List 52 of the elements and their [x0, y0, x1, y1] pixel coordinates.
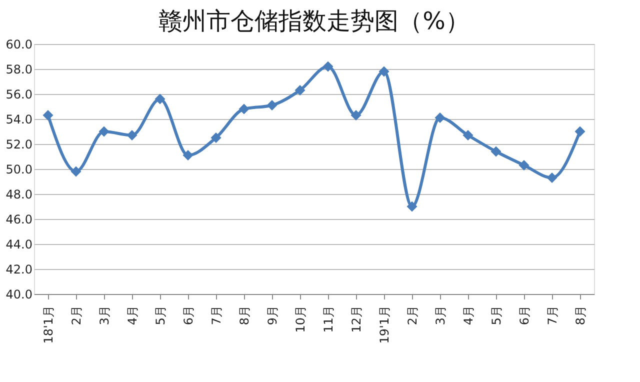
x-tick-label: 3月 [98, 306, 112, 326]
x-tick-label: 10月 [294, 306, 308, 333]
point [70, 166, 82, 177]
point [126, 130, 138, 140]
y-tick-label: 48.0 [6, 188, 32, 202]
x-tick-label: 9月 [266, 306, 280, 326]
x-tick-label: 7月 [546, 306, 560, 326]
x-tick-label: 4月 [126, 306, 140, 326]
point [266, 100, 278, 110]
x-tick-label: 7月 [210, 306, 224, 326]
point [294, 85, 306, 96]
y-tick-label: 52.0 [6, 138, 32, 152]
x-tick-label: 12月 [350, 306, 364, 333]
x-tick-label: 3月 [434, 306, 448, 326]
point [518, 160, 530, 170]
y-tick-label: 60.0 [6, 38, 32, 52]
point [350, 110, 362, 120]
x-tick-label: 4月 [462, 306, 476, 326]
point [574, 126, 586, 137]
point [238, 104, 250, 114]
y-tick-label: 54.0 [6, 112, 32, 126]
point [182, 150, 194, 160]
y-tick-label: 42.0 [6, 262, 32, 276]
x-tick-label: 8月 [574, 306, 588, 326]
x-tick-label: 19'1月 [378, 306, 392, 344]
x-tick-label: 5月 [154, 306, 168, 326]
y-tick-label: 46.0 [6, 212, 32, 226]
point [406, 201, 418, 212]
point [154, 94, 166, 104]
point [490, 146, 502, 157]
x-tick-label: 8月 [238, 306, 252, 326]
y-tick-label: 44.0 [6, 238, 32, 252]
chart-title: 赣州市仓储指数走势图（%） [158, 7, 470, 35]
point [98, 126, 110, 137]
point [434, 112, 446, 123]
y-tick-label: 56.0 [6, 88, 32, 102]
x-tick-label: 5月 [490, 306, 504, 326]
x-tick-label: 6月 [182, 306, 196, 326]
x-tick-label: 18'1月 [42, 306, 56, 344]
x-tick-label: 6月 [518, 306, 532, 326]
point [378, 66, 390, 77]
y-tick-label: 50.0 [6, 162, 32, 176]
x-tick-label: 2月 [70, 306, 84, 326]
x-tick-label: 2月 [406, 306, 420, 326]
point [322, 61, 334, 72]
y-tick-label: 40.0 [6, 288, 32, 302]
point [462, 130, 474, 140]
point [210, 132, 222, 143]
y-tick-label: 58.0 [6, 62, 32, 76]
point [42, 110, 54, 120]
point [546, 172, 558, 183]
x-tick-label: 11月 [322, 306, 336, 333]
